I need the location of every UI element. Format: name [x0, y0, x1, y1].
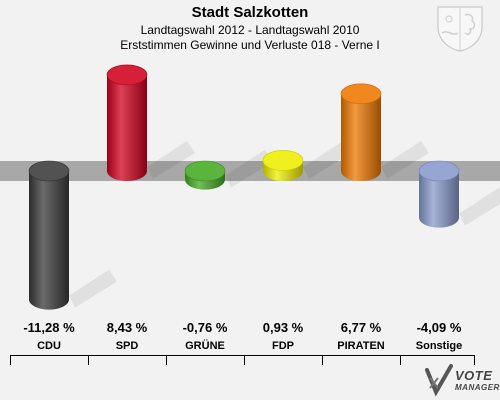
- value-label-piraten: 6,77 %: [340, 320, 382, 335]
- axis-tick: [322, 355, 323, 365]
- brand-text-manager: MANAGER: [455, 383, 500, 392]
- bar-body-spd: [107, 74, 147, 181]
- bar-fdp: [262, 141, 351, 181]
- chart-subtitle-district: Erststimmen Gewinne und Verluste 018 - V…: [120, 38, 380, 52]
- bar-body-piraten: [341, 93, 381, 181]
- bar-shadow-cdu: [69, 269, 117, 308]
- page-title: Stadt Salzkotten: [191, 4, 309, 21]
- category-label-piraten: PIRATEN: [337, 340, 385, 352]
- bar-sonstige: [418, 160, 500, 228]
- category-label-fdp: FDP: [272, 340, 294, 352]
- axis-tick: [166, 355, 167, 365]
- brand-text-vote: VOTE: [455, 368, 493, 383]
- bar-shadow-fdp: [303, 141, 351, 179]
- bar-body-sonstige: [419, 171, 459, 228]
- bar-shadow-spd: [147, 141, 195, 179]
- axis-tick: [10, 355, 11, 365]
- bar-cap-piraten: [340, 83, 382, 105]
- axis-tick: [88, 355, 89, 365]
- axis-tick: [400, 355, 401, 365]
- bar-body-cdu: [29, 171, 69, 310]
- value-label-sonstige: -4,09 %: [416, 320, 462, 335]
- bar-shadow-sonstige: [459, 187, 500, 226]
- bar-cap-gruene: [184, 160, 226, 182]
- bar-cap-fdp: [262, 150, 304, 171]
- bar-spd: [106, 64, 195, 181]
- bar-cap-spd: [106, 64, 148, 86]
- bar-cap-cdu: [28, 160, 70, 182]
- value-label-fdp: 0,93 %: [262, 320, 304, 335]
- bar-cdu: [28, 160, 117, 310]
- bar-piraten: [340, 83, 429, 181]
- bar-gruene: [184, 149, 273, 190]
- category-axis-line: [10, 355, 475, 356]
- value-label-spd: 8,43 %: [106, 320, 148, 335]
- category-label-cdu: CDU: [37, 340, 61, 352]
- vote-manager-logo-icon: [425, 364, 453, 397]
- bar-shadow-piraten: [381, 141, 429, 179]
- bar-cap-sonstige: [418, 160, 460, 182]
- coat-of-arms-icon: [437, 6, 483, 52]
- category-label-sonstige: Sonstige: [415, 340, 463, 352]
- bar-shadow-gruene: [225, 149, 273, 188]
- axis-tick: [474, 355, 475, 365]
- value-label-gruene: -0,76 %: [182, 320, 228, 335]
- chart-subtitle-election: Landtagswahl 2012 - Landtagswahl 2010: [140, 23, 360, 37]
- value-label-cdu: -11,28 %: [23, 320, 75, 335]
- axis-tick: [244, 355, 245, 365]
- category-label-spd: SPD: [115, 340, 139, 352]
- category-label-gruene: GRÜNE: [185, 340, 225, 352]
